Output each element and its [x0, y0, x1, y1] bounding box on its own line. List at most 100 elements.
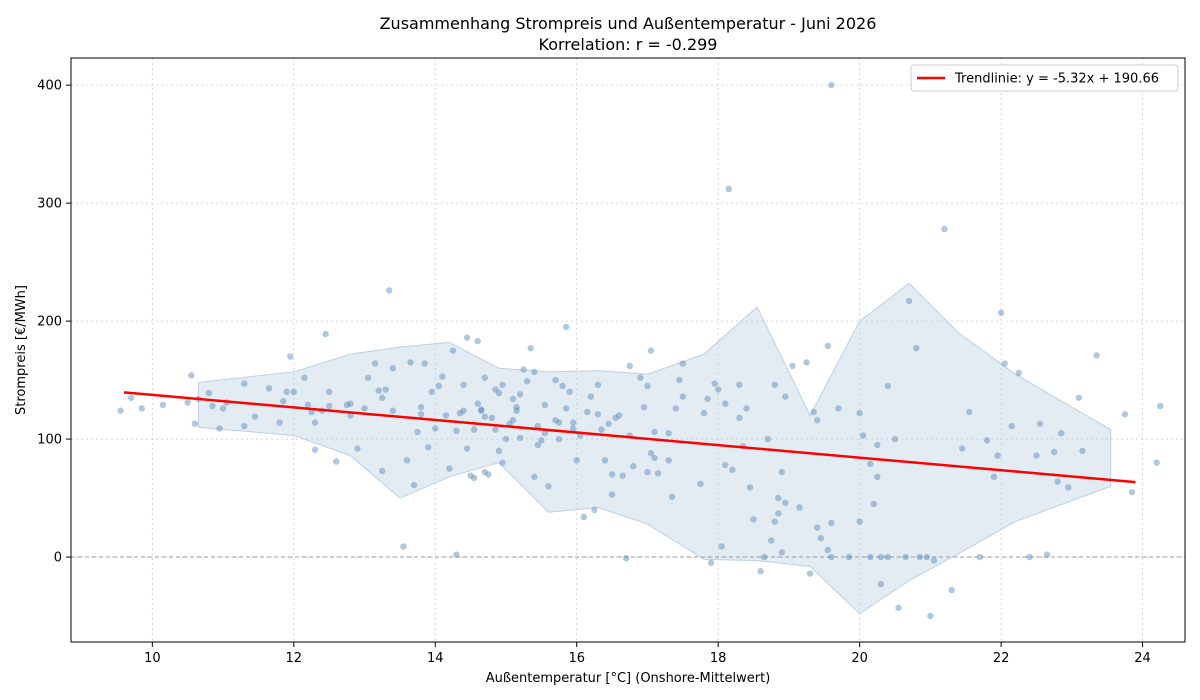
data-point	[442, 412, 450, 419]
y-axis: 0 100 200 300 400	[37, 79, 71, 566]
data-point	[188, 372, 195, 379]
data-point	[216, 425, 223, 432]
data-point	[453, 551, 460, 558]
data-point	[1079, 447, 1086, 455]
data-point	[463, 445, 471, 452]
data-point	[828, 553, 835, 561]
data-point	[714, 386, 722, 393]
data-point	[990, 473, 998, 481]
data-point	[562, 405, 570, 412]
data-point	[782, 499, 789, 506]
data-point	[630, 463, 637, 470]
data-point	[492, 426, 499, 433]
data-point	[1075, 394, 1083, 401]
data-point	[1121, 411, 1129, 418]
data-point	[382, 386, 389, 393]
data-point	[456, 409, 464, 417]
data-point	[746, 484, 754, 491]
y-tick-label: 300	[37, 197, 62, 212]
data-point	[516, 391, 524, 398]
data-point	[644, 468, 651, 476]
data-point	[1001, 360, 1008, 367]
data-point	[432, 425, 439, 432]
data-point	[322, 330, 329, 338]
data-point	[895, 604, 902, 611]
data-point	[983, 437, 991, 444]
data-point	[290, 388, 297, 396]
y-tick-label: 0	[54, 551, 62, 566]
data-point	[364, 374, 372, 381]
data-point	[764, 435, 771, 443]
data-point	[1033, 452, 1040, 459]
x-tick-label: 10	[144, 651, 161, 666]
data-point	[414, 428, 421, 436]
data-point	[775, 494, 782, 502]
data-point	[626, 362, 633, 370]
data-point	[644, 382, 651, 390]
data-point	[722, 400, 729, 407]
data-point	[389, 365, 397, 372]
data-point	[552, 416, 559, 424]
data-point	[552, 376, 559, 384]
data-point	[835, 405, 842, 412]
data-point	[417, 404, 425, 411]
data-point	[580, 513, 587, 521]
data-point	[877, 580, 885, 588]
data-point	[877, 553, 885, 561]
data-point	[481, 468, 488, 476]
data-point	[1054, 478, 1061, 485]
data-point	[704, 395, 711, 403]
data-point	[534, 441, 542, 449]
data-point	[997, 309, 1005, 317]
data-point	[417, 411, 425, 418]
data-point	[481, 413, 488, 420]
data-point	[669, 493, 676, 501]
data-point	[623, 555, 630, 562]
data-point	[966, 408, 973, 416]
data-point	[1008, 422, 1015, 430]
data-point	[665, 457, 672, 464]
data-point	[138, 405, 145, 412]
data-point	[219, 405, 227, 412]
data-point	[874, 441, 881, 449]
data-point	[817, 534, 824, 542]
confidence-band	[197, 282, 1112, 615]
data-point	[1093, 352, 1100, 359]
data-point	[760, 553, 768, 561]
data-point	[923, 553, 931, 561]
data-point	[265, 385, 273, 392]
data-point	[389, 407, 397, 414]
data-point	[478, 406, 485, 413]
data-point	[736, 381, 743, 389]
legend: Trendlinie: y = -5.32x + 190.66	[910, 64, 1179, 92]
data-point	[241, 380, 248, 387]
data-point	[916, 553, 923, 561]
data-point	[371, 360, 379, 367]
data-point	[757, 568, 764, 575]
data-point	[814, 524, 821, 531]
data-point	[495, 389, 503, 397]
data-point	[191, 420, 198, 427]
y-tick-label: 100	[37, 433, 62, 448]
data-point	[470, 474, 478, 482]
data-point	[488, 414, 496, 422]
band-area	[197, 282, 1112, 615]
data-point	[707, 559, 715, 567]
y-axis-label: Strompreis [€/MWh]	[14, 285, 29, 415]
data-point	[905, 297, 913, 305]
data-point	[347, 412, 354, 419]
data-point	[453, 427, 460, 435]
data-point	[241, 422, 248, 430]
data-point	[902, 553, 909, 561]
data-point	[435, 382, 442, 390]
data-point	[679, 360, 687, 367]
data-point	[750, 516, 757, 523]
data-point	[407, 359, 414, 366]
data-point	[449, 347, 457, 354]
data-point	[591, 506, 598, 514]
data-point	[796, 504, 803, 511]
data-point	[354, 445, 361, 452]
data-point	[1128, 488, 1136, 496]
data-point	[700, 409, 708, 417]
data-point	[205, 389, 213, 397]
